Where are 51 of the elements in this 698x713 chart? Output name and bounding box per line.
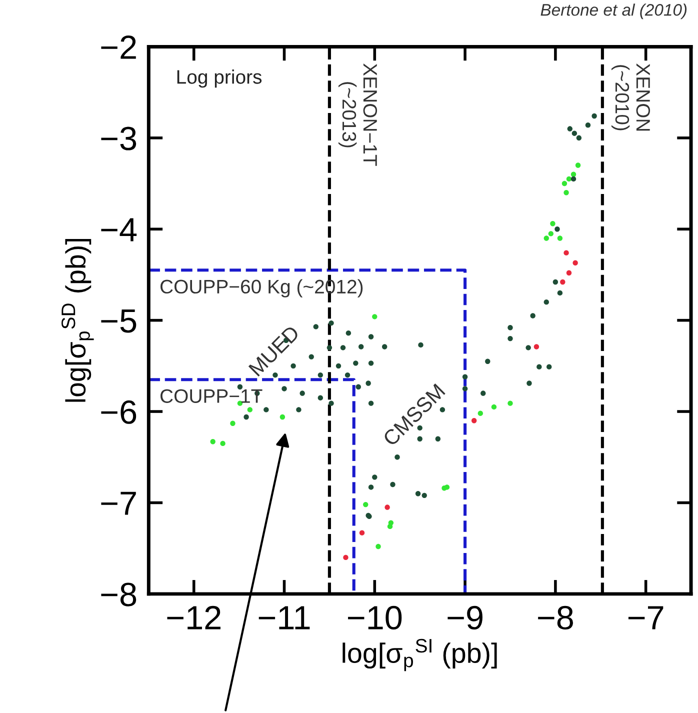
x-tick-label: −8: [538, 606, 573, 630]
point: [566, 270, 572, 276]
ref-line-label: XENON−1T (~2013): [338, 64, 378, 166]
series-label: COUPP−60 Kg (~2012): [160, 279, 363, 298]
x-tick-label: −12: [167, 606, 220, 630]
point: [575, 162, 581, 168]
x-axis-title: log[σ$_{p}$$^{SI}$ (pb)]: [342, 638, 497, 672]
point: [557, 236, 563, 241]
y-tick-label: −4: [101, 218, 137, 242]
y-tick-label: −6: [101, 400, 136, 424]
point: [478, 410, 484, 416]
x-tick-label: −7: [628, 606, 664, 630]
x-tick-label: −11: [258, 606, 310, 630]
point: [560, 279, 566, 285]
point: [210, 439, 216, 444]
x-tick-label: −10: [348, 606, 402, 630]
point: [570, 172, 576, 177]
point: [471, 418, 477, 424]
annotation: Log priors: [177, 70, 262, 88]
point: [550, 221, 556, 226]
point: [508, 400, 513, 406]
point: [544, 236, 549, 241]
point: [566, 176, 572, 182]
point: [572, 260, 578, 266]
y-tick-label: −5: [101, 309, 136, 333]
point: [220, 440, 226, 446]
point: [363, 502, 368, 508]
point: [548, 231, 554, 236]
series-label: COUPP−1T: [160, 389, 262, 403]
y-tick-label: −7: [101, 492, 136, 515]
x-tick-label: −9: [448, 606, 482, 630]
point: [230, 420, 236, 426]
point: [388, 520, 394, 526]
y-tick-label: −3: [101, 126, 136, 150]
point: [359, 530, 365, 536]
point: [376, 544, 381, 550]
point: [384, 504, 390, 510]
ref-line-label: XENON (~2010): [611, 64, 650, 131]
y-axis-title: log[σ$_{p}$$^{SD}$ (pb)]: [62, 239, 94, 402]
point: [280, 414, 286, 420]
point: [372, 314, 378, 320]
point: [247, 407, 253, 412]
point: [343, 554, 348, 560]
point: [491, 404, 497, 410]
y-tick-label: −2: [101, 36, 136, 59]
point: [534, 344, 540, 350]
text: Bertone et al (2010): [540, 4, 687, 20]
point: [564, 250, 569, 256]
point: [562, 180, 568, 186]
y-tick-label: −8: [101, 582, 136, 606]
point: [564, 190, 569, 196]
